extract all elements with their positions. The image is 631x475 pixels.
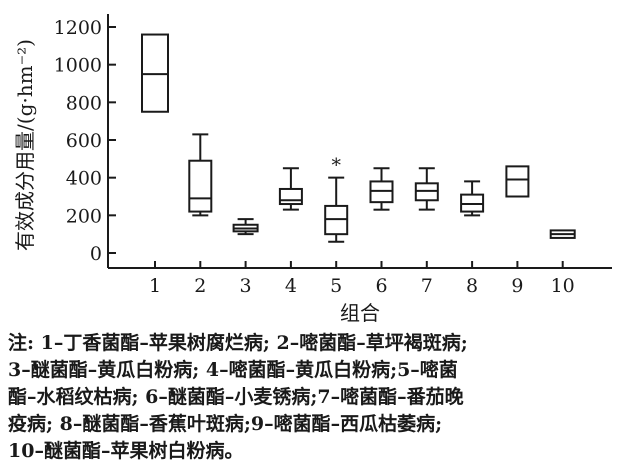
outlier-marker: * <box>331 155 341 177</box>
box-group-7 <box>414 167 439 211</box>
note-line: 注: 1–丁香菌酯–苹果树腐烂病; 2–嘧菌酯–草坪褐斑病; <box>8 332 468 354</box>
box-group-6 <box>369 167 394 211</box>
y-tick-label: 800 <box>66 92 102 114</box>
box-group-10 <box>549 229 576 239</box>
axes: 0 200 400 600 800 1000 1200 1 2 3 4 5 6 7 8 9 10 <box>54 14 612 297</box>
y-tick-label: 400 <box>66 168 102 190</box>
y-tick-label: 1000 <box>54 55 102 77</box>
x-tick-label: 2 <box>194 275 206 297</box>
box <box>505 165 530 198</box>
x-tick-label: 4 <box>285 275 297 297</box>
box-group-9 <box>505 165 530 198</box>
x-tick-label: 5 <box>330 275 342 297</box>
y-tick-label: 0 <box>90 243 102 265</box>
box-series: * <box>141 33 576 243</box>
x-tick-label: 3 <box>240 275 252 297</box>
box-group-2 <box>188 133 213 217</box>
note-line: 3–醚菌酯–黄瓜白粉病; 4–嘧菌酯–黄瓜白粉病;5–嘧菌 <box>8 359 458 381</box>
y-tick-label: 1200 <box>54 17 102 39</box>
x-tick-label: 9 <box>511 275 523 297</box>
box-group-8 <box>460 180 485 217</box>
box-group-4 <box>278 167 303 211</box>
y-axis-title: 有效成分用量/(g·hm⁻²) <box>13 39 37 251</box>
figure-notes: 注: 1–丁香菌酯–苹果树腐烂病; 2–嘧菌酯–草坪褐斑病; 3–醚菌酯–黄瓜白… <box>8 330 628 465</box>
y-tick-label: 200 <box>66 205 102 227</box>
box-group-1 <box>141 33 169 113</box>
box <box>278 187 303 206</box>
note-line: 10–醚菌酯–苹果树白粉病。 <box>8 440 244 462</box>
note-line: 酯–水稻纹枯病; 6–醚菌酯–小麦锈病;7–嘧菌酯–番茄晚 <box>8 386 464 408</box>
x-tick-label: 7 <box>421 275 433 297</box>
y-tick-label: 600 <box>66 130 102 152</box>
box-group-3 <box>232 218 259 236</box>
box <box>188 159 213 213</box>
x-tick-label: 8 <box>466 275 478 297</box>
x-tick-label: 10 <box>551 275 575 297</box>
x-axis-title: 组合 <box>340 301 380 325</box>
x-tick-label: 1 <box>149 275 161 297</box>
boxplot-chart: 0 200 400 600 800 1000 1200 1 2 3 4 5 6 7 8 9 10 * 有效成分用… <box>13 14 612 325</box>
box-group-5: * <box>324 155 349 243</box>
x-tick-label: 6 <box>375 275 387 297</box>
note-line: 疫病; 8–醚菌酯–香蕉叶斑病;9–嘧菌酯–西瓜枯萎病; <box>8 413 443 435</box>
